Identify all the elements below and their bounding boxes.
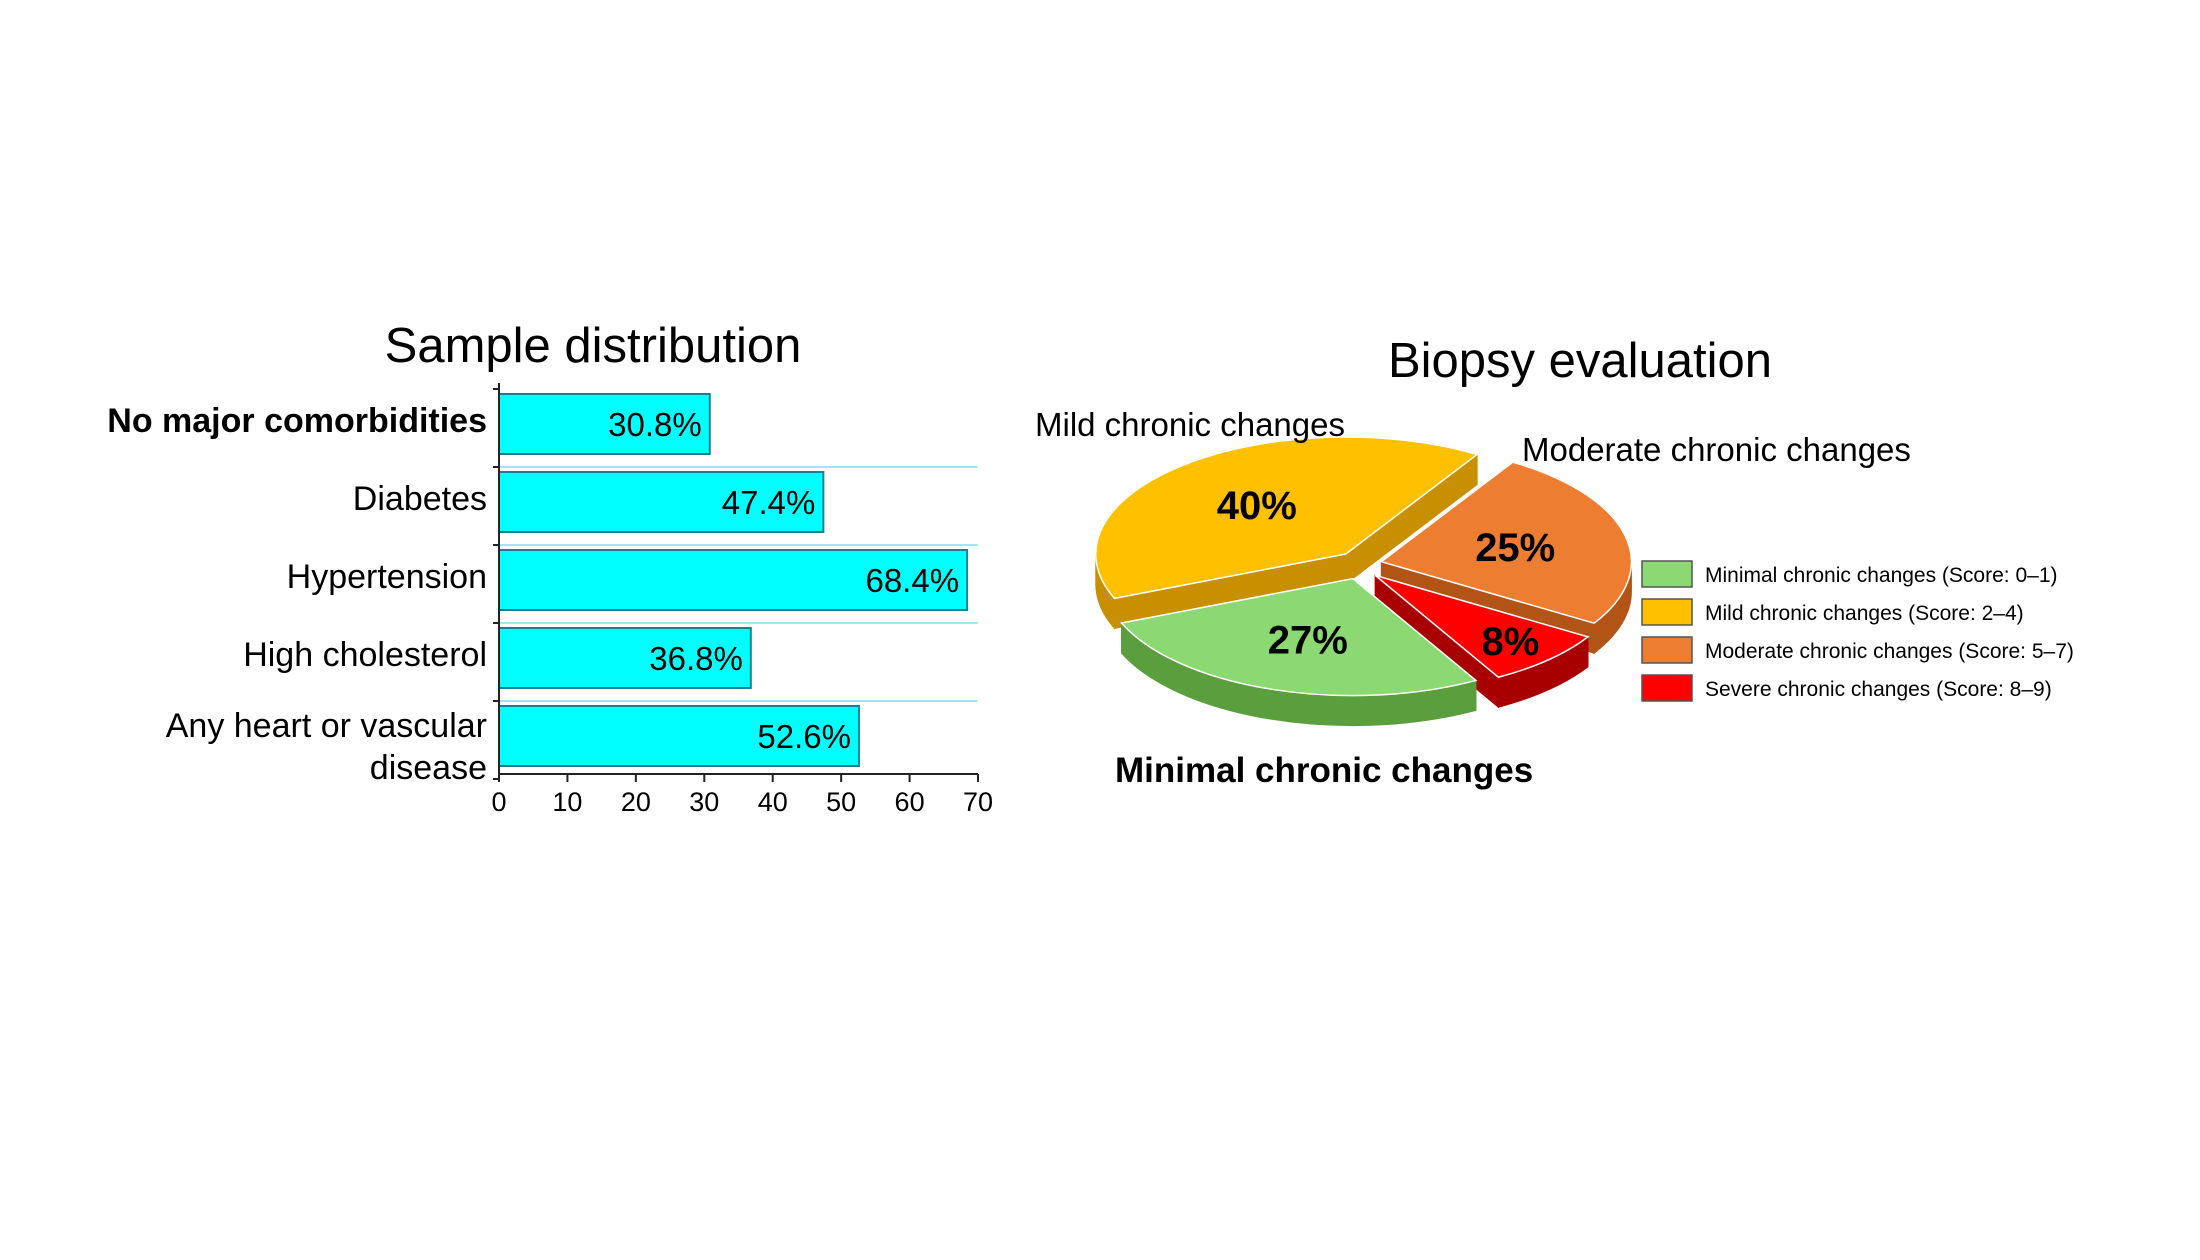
pie-data-label: 25% (1475, 526, 1555, 570)
bar-data-label: 36.8% (649, 640, 743, 677)
bar-chart-title: Sample distribution (385, 319, 802, 373)
bar-category-label: disease (370, 749, 487, 787)
bar-chart: Sample distribution 30.8% 47.4% 68.4% 36.8%… (107, 319, 993, 817)
bar-data-label: 47.4% (722, 484, 816, 521)
bar-category-label: No major comorbidities (107, 402, 487, 440)
bar (498, 549, 969, 611)
x-tick-label: 70 (963, 787, 993, 817)
pie-data-label: 40% (1217, 484, 1297, 528)
pie-data-label: 27% (1268, 618, 1348, 662)
pie-slice (1379, 461, 1633, 624)
pie-data-labels: 27% 40% 25% 8% (1217, 484, 1555, 664)
legend-label: Minimal chronic changes (Score: 0–1) (1705, 564, 2058, 587)
bar-data-label: 52.6% (757, 718, 851, 755)
x-tick-label: 0 (491, 787, 506, 817)
bar-category-label: Diabetes (353, 480, 487, 518)
bar-category-label: Any heart or vascular (166, 707, 487, 745)
callout-minimal: Minimal chronic changes (1115, 751, 1533, 790)
x-tick-label: 40 (758, 787, 788, 817)
pie-slices (1095, 436, 1633, 697)
bar-category-label: Hypertension (287, 558, 487, 596)
legend-label: Mild chronic changes (Score: 2–4) (1705, 602, 2024, 625)
bar-category-label: High cholesterol (243, 636, 487, 674)
callout-moderate: Moderate chronic changes (1522, 431, 1911, 468)
bar-category-labels: No major comorbidities Diabetes Hypertensi… (107, 402, 487, 787)
pie-legend: Minimal chronic changes (Score: 0–1) Mild… (1641, 560, 2074, 702)
pie-data-label: 8% (1482, 620, 1540, 664)
pie-slice (1374, 574, 1590, 679)
x-tick-label: 50 (826, 787, 856, 817)
pie-slice (1095, 436, 1479, 600)
pie-chart: Biopsy evaluation 27% 40% 25% 8% Mild chron… (1035, 334, 2074, 790)
x-tick-label: 20 (621, 787, 651, 817)
bar-data-label: 68.4% (865, 562, 959, 599)
bar (498, 471, 825, 533)
bar (498, 393, 711, 455)
x-tick-label: 30 (689, 787, 719, 817)
pie-chart-title: Biopsy evaluation (1388, 334, 1772, 388)
bar-marks: 30.8% 47.4% 68.4% 36.8% 52.6% (498, 393, 969, 767)
bar-axes (493, 383, 979, 782)
legend-swatch (1641, 636, 1693, 664)
bar-tick-labels: 0 10 20 30 40 50 60 70 (491, 787, 993, 817)
bar-data-label: 30.8% (608, 406, 702, 443)
legend-swatch (1641, 674, 1693, 702)
callout-mild: Mild chronic changes (1035, 406, 1345, 443)
legend-swatch (1641, 598, 1693, 626)
x-tick-label: 10 (552, 787, 582, 817)
legend-label: Moderate chronic changes (Score: 5–7) (1705, 640, 2074, 663)
bar-grid (499, 466, 978, 702)
legend-swatch (1641, 560, 1693, 588)
legend-label: Severe chronic changes (Score: 8–9) (1705, 678, 2052, 701)
pie-slice (1120, 577, 1478, 697)
x-tick-label: 60 (895, 787, 925, 817)
